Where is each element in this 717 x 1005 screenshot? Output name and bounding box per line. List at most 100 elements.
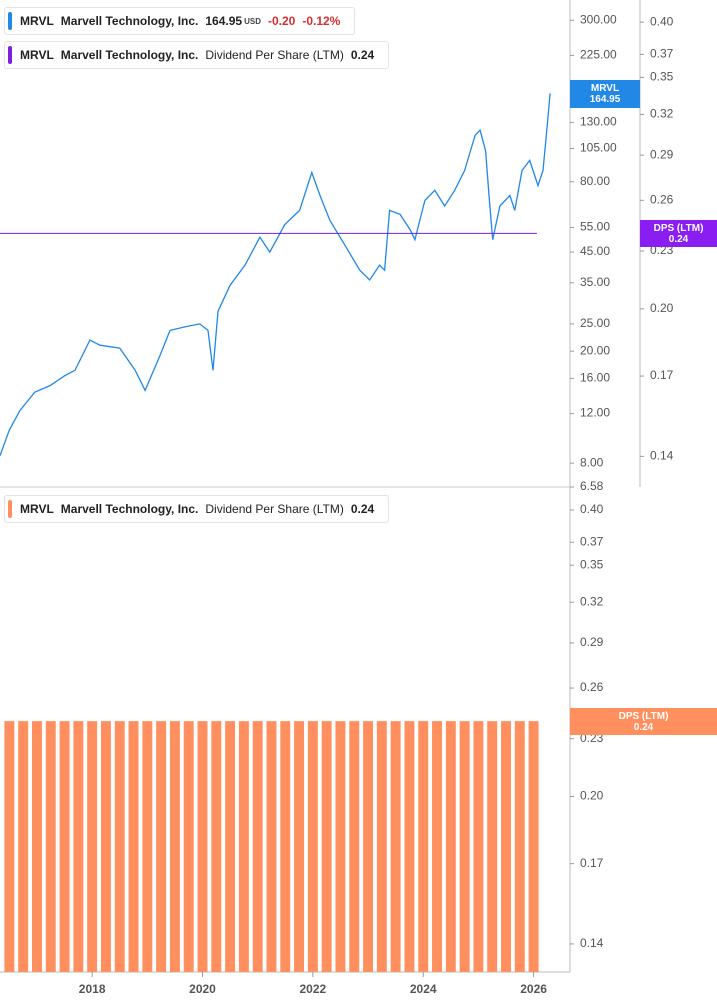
y-tick-label: 0.14 — [580, 936, 604, 950]
legend-company: Marvell Technology, Inc. — [60, 502, 199, 516]
y-tick-label: 0.14 — [650, 449, 674, 463]
y-tick-label: 80.00 — [580, 174, 610, 188]
badge-label: DPS (LTM) — [618, 710, 669, 722]
badge-price: 164.95 — [589, 94, 621, 105]
bar — [390, 721, 401, 972]
legend-metric: Dividend Per Share (LTM) — [205, 48, 344, 62]
bar — [225, 721, 236, 972]
y-tick-label: 0.35 — [650, 70, 674, 84]
y-tick-label: 25.00 — [580, 316, 610, 330]
dps-badge: DPS (LTM) 0.24 — [570, 708, 717, 735]
bar — [100, 721, 111, 972]
legend-value: 0.24 — [350, 48, 375, 62]
legend-swatch — [8, 12, 12, 30]
bar — [211, 721, 222, 972]
x-tick-label: 2026 — [520, 982, 547, 996]
y-tick-label: 55.00 — [580, 220, 610, 234]
y-tick-label: 0.20 — [580, 789, 604, 803]
legend-change-pct: -0.12% — [302, 14, 341, 28]
legend-ticker: MRVL — [20, 48, 54, 62]
y-tick-label: 0.29 — [650, 147, 674, 161]
y-tick-label: 0.37 — [580, 534, 604, 548]
legend-dps-bars[interactable]: MRVL Marvell Technology, Inc. Dividend P… — [4, 495, 390, 523]
bar — [294, 721, 305, 972]
bar — [183, 721, 194, 972]
y-tick-label: 300.00 — [580, 12, 617, 26]
badge-label: DPS (LTM) — [653, 222, 704, 234]
bar — [32, 721, 42, 972]
y-tick-label: 35.00 — [580, 275, 610, 289]
y-tick-label: 225.00 — [580, 48, 617, 62]
legend-value: 0.24 — [350, 502, 375, 516]
badge-ticker: MRVL — [590, 83, 620, 94]
bar — [349, 721, 360, 972]
x-tick-label: 2020 — [189, 982, 216, 996]
y-tick-label: 12.00 — [580, 406, 610, 420]
y-tick-label: 0.17 — [580, 856, 604, 870]
bar — [445, 721, 456, 972]
y-tick-label: 105.00 — [580, 141, 617, 155]
bar — [418, 721, 429, 972]
legend-ticker: MRVL — [20, 502, 54, 516]
bar — [169, 721, 180, 972]
bar — [487, 721, 498, 972]
legend-change: -0.20 — [267, 14, 296, 28]
bar — [501, 721, 511, 972]
bar — [363, 721, 374, 972]
legend-price[interactable]: MRVL Marvell Technology, Inc. 164.95 USD… — [4, 7, 356, 35]
bar — [307, 721, 318, 972]
legend-swatch — [8, 46, 12, 64]
bar — [335, 721, 346, 972]
bar — [266, 721, 277, 972]
legend-currency: USD — [244, 16, 261, 26]
x-tick-label: 2018 — [79, 982, 106, 996]
bar — [514, 721, 525, 972]
bar — [528, 721, 539, 972]
y-tick-label: 6.58 — [580, 479, 604, 493]
bar — [114, 721, 125, 972]
bar — [87, 721, 98, 972]
badge-value: 0.24 — [668, 233, 689, 245]
y-tick-label: 130.00 — [580, 115, 617, 129]
y-tick-label: 0.40 — [580, 502, 604, 516]
dps-badge: DPS (LTM) 0.24 — [640, 220, 717, 247]
legend-metric: Dividend Per Share (LTM) — [205, 502, 344, 516]
bar — [459, 721, 470, 972]
bar — [238, 721, 249, 972]
legend-company: Marvell Technology, Inc. — [60, 48, 199, 62]
legend-dps[interactable]: MRVL Marvell Technology, Inc. Dividend P… — [4, 41, 390, 69]
legend-company: Marvell Technology, Inc. — [60, 14, 199, 28]
bar — [73, 721, 84, 972]
bar — [432, 721, 442, 972]
bar — [280, 721, 291, 972]
y-tick-label: 20.00 — [580, 343, 610, 357]
bar — [156, 721, 167, 972]
legend-swatch — [8, 500, 12, 518]
bar — [128, 721, 139, 972]
y-tick-label: 0.20 — [650, 301, 674, 315]
y-tick-label: 8.00 — [580, 455, 604, 469]
series-line — [0, 93, 551, 456]
bar — [321, 721, 332, 972]
bar — [18, 721, 29, 972]
y-tick-label: 0.37 — [650, 47, 674, 61]
bar — [45, 721, 56, 972]
bar — [473, 721, 484, 972]
bar — [404, 721, 415, 972]
y-tick-label: 0.32 — [580, 594, 604, 608]
price-badge: MRVL 164.95 — [570, 80, 640, 108]
y-tick-label: 0.40 — [650, 14, 674, 28]
legend-ticker: MRVL — [20, 14, 54, 28]
bar — [142, 721, 153, 972]
y-tick-label: 16.00 — [580, 371, 610, 385]
y-tick-label: 0.29 — [580, 635, 604, 649]
legend-price: 164.95 — [205, 14, 243, 28]
bar — [59, 721, 70, 972]
bar — [376, 721, 387, 972]
y-tick-label: 0.26 — [580, 680, 604, 694]
y-tick-label: 0.32 — [650, 107, 674, 121]
y-tick-label: 0.17 — [650, 368, 674, 382]
x-tick-label: 2022 — [300, 982, 327, 996]
